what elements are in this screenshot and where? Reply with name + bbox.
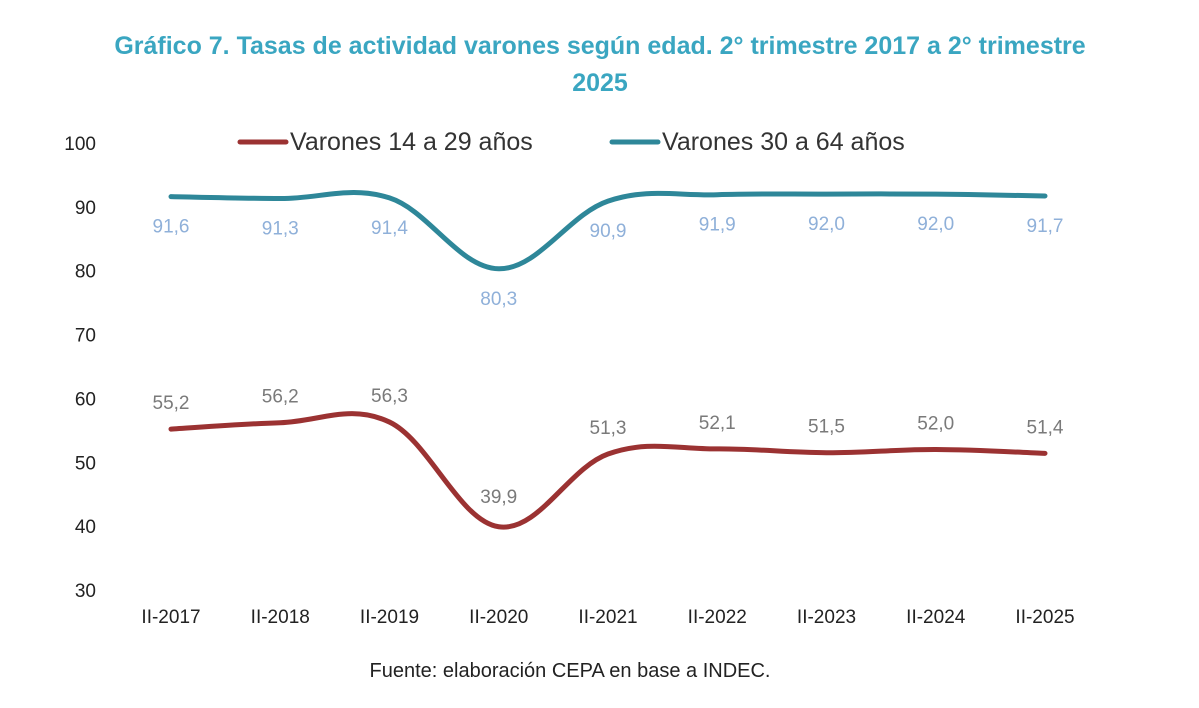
data-label-young: 39,9: [480, 487, 517, 508]
chart-title-line-1: Gráfico 7. Tasas de actividad varones se…: [114, 32, 1086, 60]
y-tick-label: 60: [75, 389, 96, 410]
y-axis: 100 90 80 70 60 50 40 30: [64, 134, 96, 602]
y-tick-label: 70: [75, 326, 96, 347]
y-tick-label: 100: [64, 134, 96, 155]
x-tick-label: II-2025: [1015, 607, 1074, 628]
y-tick-label: 80: [75, 262, 96, 283]
data-label-young: 51,3: [590, 418, 627, 439]
y-tick-label: 40: [75, 517, 96, 538]
data-label-young: 56,2: [262, 387, 299, 408]
x-tick-label: II-2023: [797, 607, 856, 628]
data-label-young: 55,2: [153, 393, 190, 414]
y-tick-label: 30: [75, 581, 96, 602]
data-label-adult: 91,4: [371, 218, 408, 239]
data-label-young: 51,5: [808, 417, 845, 438]
x-tick-label: II-2020: [469, 607, 528, 628]
data-label-young: 52,1: [699, 413, 736, 434]
series-group: [168, 190, 1048, 530]
data-label-adult: 90,9: [590, 221, 627, 242]
data-label-adult: 80,3: [480, 289, 517, 310]
x-axis: II-2017 II-2018 II-2019 II-2020 II-2021 II-20…: [141, 607, 1074, 628]
legend-label-young: Varones 14 a 29 años: [290, 128, 533, 156]
chart-title-line-2: 2025: [572, 69, 628, 97]
data-label-young: 52,0: [917, 414, 954, 435]
series-line-adult: [168, 190, 1048, 272]
legend-item-young: Varones 14 a 29 años: [237, 128, 533, 156]
legend-label-adult: Varones 30 a 64 años: [662, 128, 905, 156]
x-tick-label: II-2017: [141, 607, 200, 628]
chart-title: Gráfico 7. Tasas de actividad varones se…: [40, 28, 1160, 102]
legend-item-adult: Varones 30 a 64 años: [609, 128, 905, 156]
x-tick-label: II-2021: [578, 607, 637, 628]
x-tick-label: II-2018: [251, 607, 310, 628]
legend: Varones 14 a 29 años Varones 30 a 64 año…: [237, 128, 905, 156]
series-line-young: [168, 411, 1048, 530]
data-label-young: 51,4: [1027, 417, 1064, 438]
x-tick-label: II-2024: [906, 607, 966, 628]
data-label-adult: 91,3: [262, 219, 299, 240]
data-labels: 55,2 56,2 56,3 39,9 51,3 52,1 51,5 52,0 51,4 91,6…: [153, 214, 1064, 508]
data-label-adult: 92,0: [808, 214, 845, 235]
y-tick-label: 90: [75, 198, 96, 219]
data-label-young: 56,3: [371, 386, 408, 407]
data-label-adult: 91,9: [699, 215, 736, 236]
data-label-adult: 92,0: [917, 214, 954, 235]
x-tick-label: II-2019: [360, 607, 419, 628]
data-label-adult: 91,7: [1027, 216, 1064, 237]
y-tick-label: 50: [75, 453, 96, 474]
x-tick-label: II-2022: [688, 607, 747, 628]
source-note: Fuente: elaboración CEPA en base a INDEC…: [369, 660, 771, 682]
data-label-adult: 91,6: [153, 217, 190, 238]
